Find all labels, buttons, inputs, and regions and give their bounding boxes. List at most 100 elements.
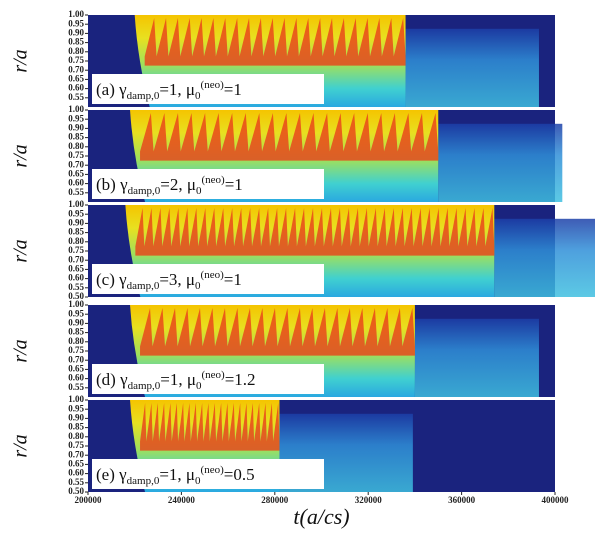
annotation-part: (neo) <box>201 464 225 476</box>
annotation-part: damp,0 <box>128 185 161 197</box>
y-tick-label: 0.95 <box>68 113 84 123</box>
annotation-box <box>92 364 324 394</box>
annotation-part: damp,0 <box>127 475 160 487</box>
annotation-part: (neo) <box>202 174 226 186</box>
annotation-part: (neo) <box>201 79 225 91</box>
annotation-part: (b) γ <box>96 175 128 194</box>
y-tick-label: 1.00 <box>68 299 84 309</box>
y-tick-label: 0.60 <box>68 373 84 383</box>
y-tick-label: 0.85 <box>68 227 84 237</box>
annotation-part: 0 <box>196 380 202 392</box>
annotation-part: =0.5 <box>224 465 255 484</box>
annotation-part: =1 <box>224 270 242 289</box>
annotation-box <box>92 459 324 489</box>
x-tick-label: 280000 <box>261 495 289 505</box>
y-tick-label: 0.80 <box>68 236 84 246</box>
y-axis-label: r/a <box>10 49 32 72</box>
y-tick-label: 0.80 <box>68 431 84 441</box>
y-tick-label: 0.55 <box>68 282 84 292</box>
annotation-part: damp,0 <box>128 380 161 392</box>
x-tick-label: 320000 <box>355 495 383 505</box>
y-tick-label: 1.00 <box>68 9 84 19</box>
y-tick-label: 0.80 <box>68 141 84 151</box>
oscillation-band <box>140 403 280 451</box>
annotation-box <box>92 169 324 199</box>
y-tick-label: 1.00 <box>68 104 84 114</box>
y-tick-label: 0.85 <box>68 327 84 337</box>
y-tick-label: 0.55 <box>68 477 84 487</box>
annotation-part: =1.2 <box>225 370 256 389</box>
y-axis-label: r/a <box>10 144 32 167</box>
annotation-part: 0 <box>195 280 201 292</box>
y-tick-label: 0.95 <box>68 403 84 413</box>
annotation-part: 0 <box>195 90 201 102</box>
oscillation-band <box>140 308 415 356</box>
y-tick-label: 0.90 <box>68 27 84 37</box>
y-tick-label: 0.60 <box>68 273 84 283</box>
y-tick-label: 0.70 <box>68 254 84 264</box>
y-axis-label: r/a <box>10 239 32 262</box>
y-tick-label: 0.60 <box>68 178 84 188</box>
annotation-box <box>92 74 324 104</box>
oscillation-band <box>144 18 406 66</box>
y-tick-label: 0.75 <box>68 150 84 160</box>
y-tick-label: 0.90 <box>68 217 84 227</box>
y-tick-label: 0.55 <box>68 92 84 102</box>
x-tick-label: 360000 <box>448 495 476 505</box>
y-tick-label: 0.90 <box>68 122 84 132</box>
annotation: (d) γdamp,0=1, μ0(neo)=1.2 <box>96 369 256 392</box>
y-tick-label: 0.75 <box>68 55 84 65</box>
y-tick-label: 0.95 <box>68 18 84 28</box>
annotation-part: damp,0 <box>127 280 160 292</box>
fade-region <box>438 123 563 202</box>
annotation-part: (c) γ <box>96 270 127 289</box>
y-tick-label: 0.75 <box>68 245 84 255</box>
annotation-box <box>92 264 324 294</box>
y-axis-label: r/a <box>10 434 32 457</box>
y-tick-label: 0.60 <box>68 468 84 478</box>
x-tick-label: 240000 <box>168 495 196 505</box>
fade-region <box>405 28 539 107</box>
y-tick-label: 0.55 <box>68 187 84 197</box>
y-tick-label: 0.65 <box>68 263 84 273</box>
annotation-part: (neo) <box>201 269 225 281</box>
annotation-part: (neo) <box>202 369 226 381</box>
y-tick-label: 0.80 <box>68 336 84 346</box>
oscillation-band <box>140 113 439 161</box>
annotation-part: =3, μ <box>159 270 195 289</box>
annotation-part: =1, μ <box>159 465 195 484</box>
y-tick-label: 0.70 <box>68 449 84 459</box>
y-axis-label: r/a <box>10 339 32 362</box>
oscillation-band <box>135 208 495 256</box>
annotation: (e) γdamp,0=1, μ0(neo)=0.5 <box>96 464 255 487</box>
y-tick-label: 0.95 <box>68 208 84 218</box>
y-tick-label: 0.90 <box>68 317 84 327</box>
y-tick-label: 1.00 <box>68 199 84 209</box>
y-tick-label: 0.85 <box>68 422 84 432</box>
y-tick-label: 0.60 <box>68 83 84 93</box>
y-tick-label: 0.50 <box>68 486 84 496</box>
annotation-part: =1, μ <box>160 370 196 389</box>
y-tick-label: 0.65 <box>68 168 84 178</box>
y-tick-label: 0.95 <box>68 308 84 318</box>
x-tick-label: 400000 <box>542 495 570 505</box>
y-tick-label: 0.70 <box>68 354 84 364</box>
annotation-part: 0 <box>196 185 202 197</box>
annotation-part: =1 <box>224 80 242 99</box>
y-tick-label: 0.70 <box>68 159 84 169</box>
fade-region <box>414 318 539 397</box>
annotation: (a) γdamp,0=1, μ0(neo)=1 <box>96 79 242 102</box>
annotation-part: =1, μ <box>159 80 195 99</box>
annotation-part: damp,0 <box>127 90 160 102</box>
annotation-part: =1 <box>225 175 243 194</box>
y-tick-label: 0.85 <box>68 132 84 142</box>
y-tick-label: 0.75 <box>68 345 84 355</box>
annotation-part: (e) γ <box>96 465 127 484</box>
y-tick-label: 0.50 <box>68 291 84 301</box>
x-axis-label: t(a/cs) <box>293 504 349 529</box>
y-tick-label: 0.85 <box>68 37 84 47</box>
y-tick-label: 1.00 <box>68 394 84 404</box>
y-tick-label: 0.70 <box>68 64 84 74</box>
x-tick-label: 200000 <box>75 495 103 505</box>
annotation-part: (a) γ <box>96 80 127 99</box>
